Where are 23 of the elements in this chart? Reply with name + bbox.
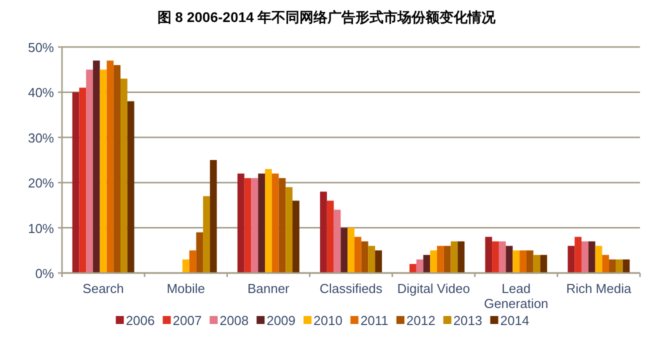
y-tick-label: 30% (28, 130, 54, 146)
x-tick-label: Classifieds (320, 281, 383, 296)
legend-label: 2009 (266, 313, 296, 328)
legend-label: 2010 (314, 313, 342, 328)
x-tick-label: Banner (247, 281, 290, 296)
x-tick-label: Mobile (166, 281, 206, 296)
legend-label: 2006 (126, 313, 155, 328)
x-tick-label: Digital Video (397, 281, 470, 296)
legend-label: 2014 (500, 313, 530, 328)
y-tick-label: 50% (28, 40, 54, 55)
legend-label: 2013 (453, 313, 482, 328)
y-tick-label: 20% (28, 176, 54, 191)
y-tick-label: 40% (28, 85, 54, 100)
x-tick-label: Search (82, 281, 124, 296)
legend-label: 2012 (406, 313, 436, 328)
chart-title: 图 8 2006-2014 年不同网络广告形式市场份额变化情况 (157, 9, 497, 25)
legend-label: 2008 (220, 313, 249, 328)
x-tick-label: Rich Media (566, 281, 632, 296)
y-tick-label: 0% (35, 266, 54, 281)
x-tick-label: Lead Generation (484, 281, 548, 311)
y-tick-label: 10% (28, 220, 54, 236)
legend-label: 2011 (360, 313, 388, 328)
legend-label: 2007 (172, 313, 202, 328)
